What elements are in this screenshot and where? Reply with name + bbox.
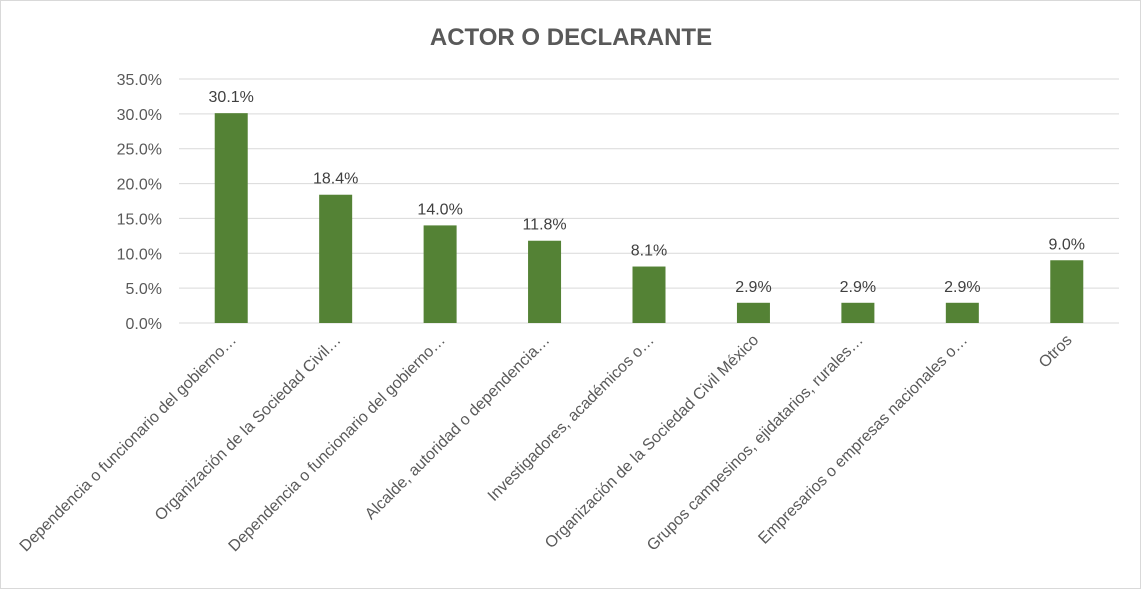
data-label: 11.8% [522, 217, 566, 234]
y-axis-ticks: 0.0% 5.0% 10.0% 15.0% 20.0% 25.0% 30.0% 35.0% [117, 72, 162, 333]
bar [1050, 260, 1084, 323]
y-tick-label: 15.0% [117, 211, 162, 228]
bars [214, 113, 1084, 323]
data-label: 14.0% [417, 201, 462, 218]
x-tick-label: Alcalde, autoridad o dependencia… [362, 332, 553, 523]
y-tick-label: 25.0% [117, 142, 162, 159]
y-tick-label: 20.0% [117, 177, 162, 194]
bar [214, 113, 248, 323]
y-tick-label: 10.0% [117, 246, 162, 263]
chart-title: ACTOR O DECLARANTE [430, 24, 712, 51]
x-tick-label: Grupos campesinos, ejidatarios, rurales… [644, 332, 867, 555]
y-tick-label: 35.0% [117, 72, 162, 89]
bar [423, 225, 457, 323]
data-labels: 30.1% 18.4% 14.0% 11.8% 8.1% 2.9% 2.9% 2.9% 9.0% [209, 89, 1085, 296]
data-label: 2.9% [735, 279, 771, 296]
bar [632, 266, 666, 323]
x-tick-label: Otros [1036, 332, 1076, 372]
bar [841, 302, 875, 323]
y-tick-label: 0.0% [126, 316, 162, 333]
data-label: 30.1% [209, 89, 254, 106]
data-label: 2.9% [840, 279, 876, 296]
bar [736, 302, 770, 323]
bar [945, 302, 979, 323]
y-tick-label: 5.0% [126, 281, 162, 298]
data-label: 9.0% [1049, 236, 1085, 253]
x-axis-ticks: Dependencia o funcionario del gobierno…O… [17, 332, 1076, 555]
data-label: 2.9% [944, 279, 980, 296]
data-label: 18.4% [313, 171, 358, 188]
y-tick-label: 30.0% [117, 107, 162, 124]
bar [528, 240, 562, 323]
x-tick-label: Investigadores, académicos o… [485, 332, 658, 505]
data-label: 8.1% [631, 243, 667, 260]
x-tick-label: Organización de la Sociedad Civil… [152, 332, 345, 525]
x-tick-label: Empresarios o empresas nacionales o… [755, 332, 971, 548]
bar [319, 194, 353, 323]
x-tick-label: Dependencia o funcionario del gobierno… [17, 332, 240, 555]
x-tick-label: Dependencia o funcionario del gobierno… [226, 332, 449, 555]
x-tick-label: Organización de la Sociedad Civil México [542, 332, 762, 552]
